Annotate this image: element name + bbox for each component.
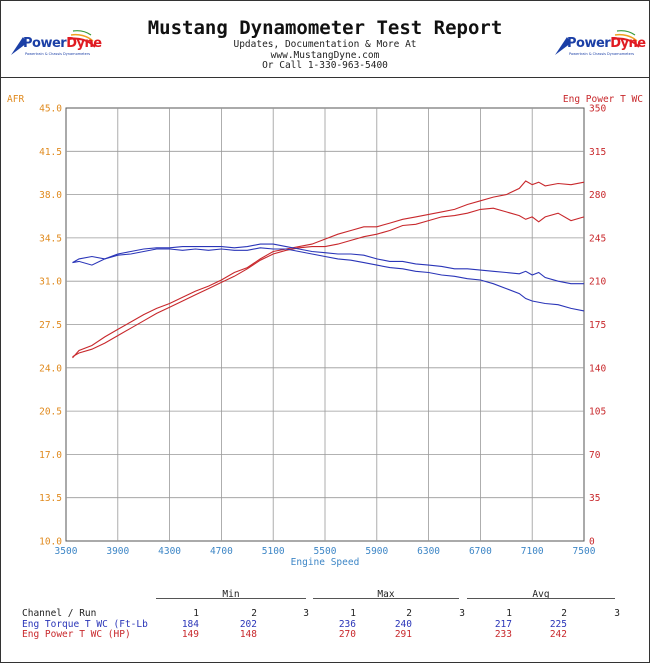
summary-group-divider: [467, 598, 615, 599]
summary-run-number: 1: [506, 608, 512, 619]
summary-run-number: 1: [193, 608, 199, 619]
summary-value: 184: [181, 619, 199, 630]
x-tick-label: 5900: [365, 546, 388, 557]
right-tick-label: 70: [589, 450, 601, 461]
right-tick-label: 0: [589, 537, 595, 548]
summary-group-label: Min: [222, 589, 240, 600]
summary-value: 236: [338, 619, 356, 630]
summary-run-number: 1: [350, 608, 356, 619]
left-tick-label: 34.5: [39, 233, 62, 244]
summary-group-label: Max: [377, 589, 395, 600]
summary-value: 242: [549, 629, 567, 640]
summary-run-number: 3: [459, 608, 465, 619]
right-tick-label: 35: [589, 493, 600, 504]
left-tick-label: 10.0: [39, 537, 62, 548]
subtitle-line-3: Or Call 1-330-963-5400: [262, 60, 388, 71]
powerdyne-logo-left: PowerDyne Powertrain & Chassis Dynamomet…: [9, 25, 102, 61]
summary-value: 233: [494, 629, 512, 640]
logo-swoosh-icon: [11, 30, 96, 55]
left-axis-label: AFR: [7, 94, 24, 105]
series-line-2: [72, 180, 585, 359]
subtitle-line-1: Updates, Documentation & More At: [233, 39, 417, 50]
x-tick-label: 7500: [573, 546, 596, 557]
logo-wordmark: PowerDyne: [23, 36, 102, 51]
series-line-4: [72, 243, 584, 285]
summary-value: 270: [338, 629, 356, 640]
right-tick-label: 350: [589, 104, 606, 115]
summary-header-label: Channel / Run: [22, 608, 97, 619]
summary-run-number: 3: [303, 608, 309, 619]
summary-run-number: 2: [561, 608, 567, 619]
right-tick-label: 175: [589, 320, 606, 331]
logo-swoosh-icon: [555, 30, 640, 55]
left-tick-label: 38.0: [39, 190, 62, 201]
right-tick-label: 140: [589, 363, 606, 374]
summary-row-label: Eng Power T WC (HP): [22, 629, 131, 640]
left-tick-label: 31.0: [39, 277, 62, 288]
summary-value: 217: [494, 619, 512, 630]
powerdyne-logo-right: PowerDyne Powertrain & Chassis Dynamomet…: [553, 25, 646, 61]
summary-run-number: 3: [614, 608, 620, 619]
right-tick-label: 210: [589, 277, 606, 288]
series-line-1: [72, 207, 585, 358]
report-header: PowerDyne Powertrain & Chassis Dynamomet…: [1, 1, 649, 78]
series-line-3: [72, 247, 585, 312]
left-tick-label: 13.5: [39, 493, 62, 504]
summary-value: 291: [394, 629, 412, 640]
summary-group-divider: [313, 598, 459, 599]
right-tick-label: 280: [589, 190, 606, 201]
summary-table: Min Max Avg Channel / Run 1 2 3 1 2 3 1 2 3 Eng Torqu…: [1, 584, 649, 644]
right-axis-label: Eng Power T WC: [563, 94, 643, 105]
x-tick-label: 7100: [521, 546, 544, 557]
summary-run-number: 2: [406, 608, 412, 619]
x-tick-label: 5500: [314, 546, 337, 557]
left-tick-label: 27.5: [39, 320, 62, 331]
page-title: Mustang Dynamometer Test Report: [147, 17, 503, 39]
left-tick-label: 41.5: [39, 147, 62, 158]
x-tick-label: 4300: [158, 546, 181, 557]
summary-value: 148: [239, 629, 257, 640]
x-tick-label: 6700: [469, 546, 492, 557]
subtitle-line-2: www.MustangDyne.com: [270, 50, 380, 61]
summary-group-label: Avg: [532, 589, 550, 600]
summary-value: 202: [239, 619, 257, 630]
left-tick-label: 17.0: [39, 450, 62, 461]
summary-group-divider: [156, 598, 306, 599]
x-tick-label: 5100: [262, 546, 285, 557]
logo-tagline: Powertrain & Chassis Dynamometers: [25, 52, 91, 56]
summary-run-number: 2: [251, 608, 257, 619]
logo-wordmark: PowerDyne: [567, 36, 646, 51]
right-tick-label: 245: [589, 233, 606, 244]
x-tick-label: 3900: [106, 546, 129, 557]
logo-tagline: Powertrain & Chassis Dynamometers: [569, 52, 635, 56]
left-tick-label: 45.0: [39, 104, 62, 115]
right-tick-label: 105: [589, 407, 606, 418]
x-axis-label: Engine Speed: [291, 557, 360, 568]
summary-value: 240: [394, 619, 412, 630]
summary-value: 149: [181, 629, 199, 640]
x-tick-label: 6300: [417, 546, 440, 557]
left-tick-label: 20.5: [39, 407, 62, 418]
x-tick-label: 3500: [55, 546, 78, 557]
left-tick-label: 24.0: [39, 363, 62, 374]
dyno-chart: 3500 3900 4300 4700 5100 5500 5900 6300 6700 7100…: [7, 94, 643, 568]
summary-value: 225: [549, 619, 567, 630]
x-tick-label: 4700: [210, 546, 233, 557]
right-tick-label: 315: [589, 147, 606, 158]
summary-row-label: Eng Torque T WC (Ft-Lb: [22, 619, 148, 630]
